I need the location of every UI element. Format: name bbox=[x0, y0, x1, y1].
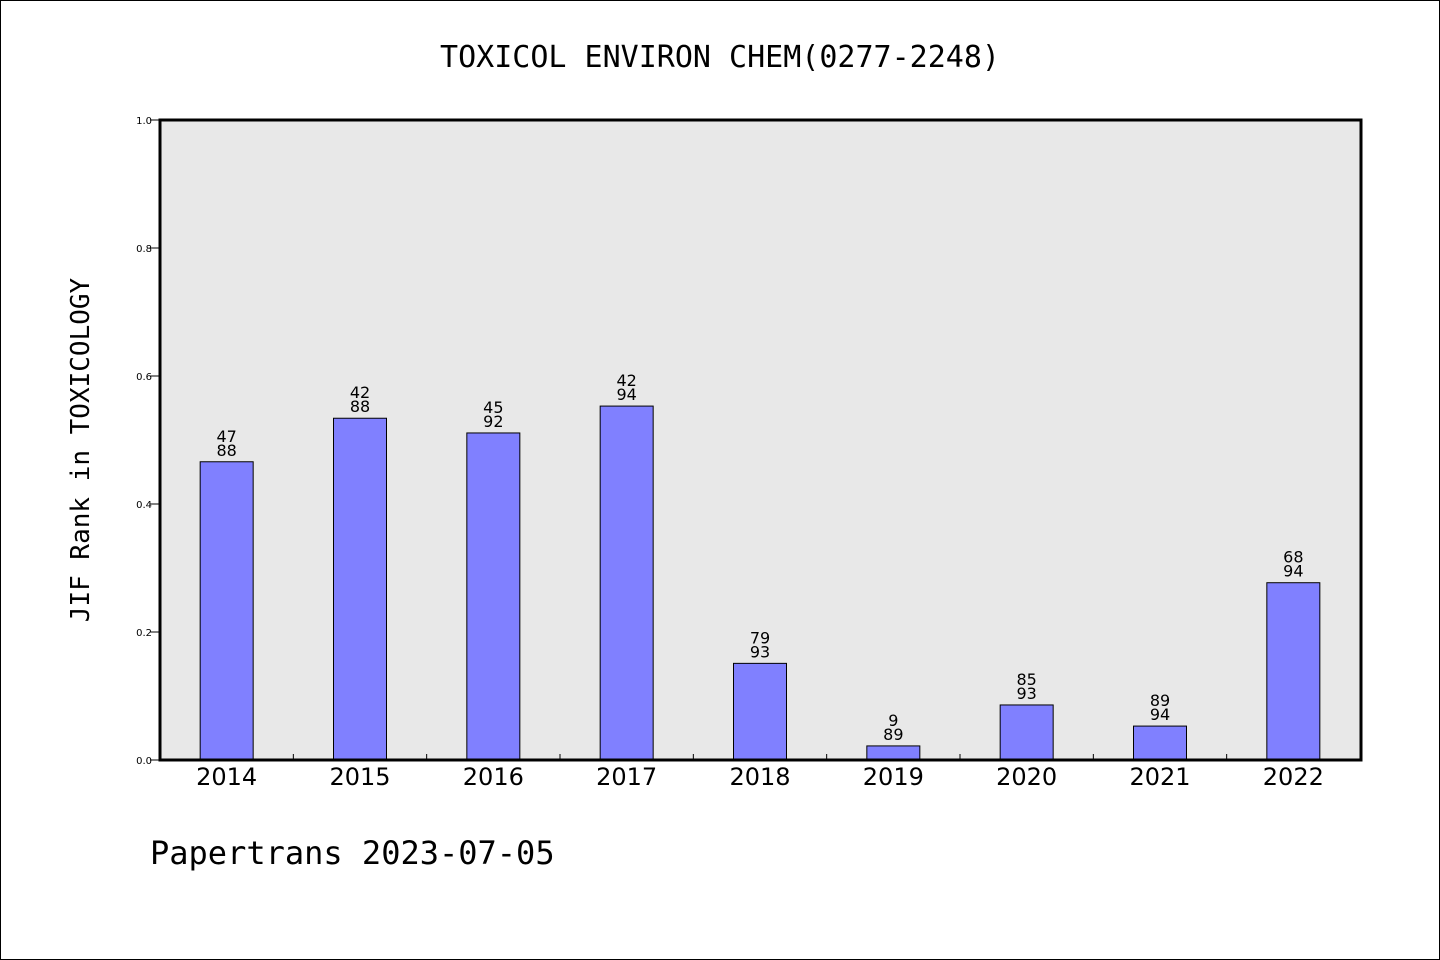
y-axis-label: JIF Rank in TOXICOLOGY bbox=[66, 277, 96, 622]
y-tick-label: 0.6 bbox=[136, 372, 152, 383]
x-tick-label: 2016 bbox=[463, 763, 524, 791]
bar-2022 bbox=[1266, 582, 1321, 761]
bar-rank-label: 9 bbox=[888, 711, 898, 730]
plot-border bbox=[158, 118, 1363, 762]
bar-rank-label: 42 bbox=[350, 383, 370, 402]
y-tick-label: 0.2 bbox=[136, 628, 152, 639]
bar-total-label: 94 bbox=[1150, 705, 1170, 724]
bar-2021 bbox=[1133, 725, 1187, 761]
bar-total-label: 94 bbox=[1283, 562, 1303, 581]
bar-2019 bbox=[866, 745, 921, 761]
bar-2014 bbox=[199, 461, 254, 761]
bar-2020 bbox=[999, 704, 1054, 761]
x-tick-label: 2015 bbox=[329, 763, 390, 791]
bar-2017 bbox=[599, 405, 654, 761]
bar-2015 bbox=[333, 417, 387, 761]
bar-total-label: 88 bbox=[216, 441, 236, 460]
bar-total-label: 93 bbox=[750, 642, 770, 661]
x-tick-label: 2020 bbox=[996, 763, 1057, 791]
bar-total-label: 93 bbox=[1016, 684, 1036, 703]
bar-total-label: 94 bbox=[616, 385, 636, 404]
bar-total-label: 88 bbox=[350, 397, 370, 416]
bar-total-label: 92 bbox=[483, 412, 503, 431]
x-tick-label: 2022 bbox=[1263, 763, 1324, 791]
source-date-label: Papertrans 2023-07-05 bbox=[150, 834, 555, 872]
x-axis: 2014 2015 2016 2017 2018 2019 2020 2021 2022 bbox=[196, 754, 1324, 791]
x-tick-label: 2019 bbox=[863, 763, 924, 791]
bar-rank-label: 85 bbox=[1016, 670, 1036, 689]
y-tick-label: 1.0 bbox=[136, 116, 152, 127]
x-tick-label: 2017 bbox=[596, 763, 657, 791]
bars-group bbox=[199, 405, 1321, 761]
y-tick-label: 0.4 bbox=[136, 500, 152, 511]
chart-title: TOXICOL ENVIRON CHEM(0277-2248) bbox=[440, 40, 1000, 75]
y-axis: 0.0 0.2 0.4 0.6 0.8 1.0 bbox=[136, 116, 160, 767]
bar-rank-label: 45 bbox=[483, 398, 503, 417]
x-tick-label: 2014 bbox=[196, 763, 257, 791]
bar-rank-label: 47 bbox=[216, 427, 236, 446]
y-tick-label: 0.0 bbox=[136, 756, 152, 767]
x-tick-label: 2021 bbox=[1129, 763, 1190, 791]
bar-2016 bbox=[466, 432, 521, 761]
bar-total-label: 89 bbox=[883, 725, 903, 744]
bar-rank-label: 79 bbox=[750, 628, 770, 647]
bar-rank-label: 68 bbox=[1283, 548, 1303, 567]
y-tick-label: 0.8 bbox=[136, 244, 152, 255]
x-tick-label: 2018 bbox=[729, 763, 790, 791]
bar-2018 bbox=[733, 662, 787, 761]
bar-rank-label: 89 bbox=[1150, 691, 1170, 710]
bar-rank-label: 42 bbox=[616, 371, 636, 390]
